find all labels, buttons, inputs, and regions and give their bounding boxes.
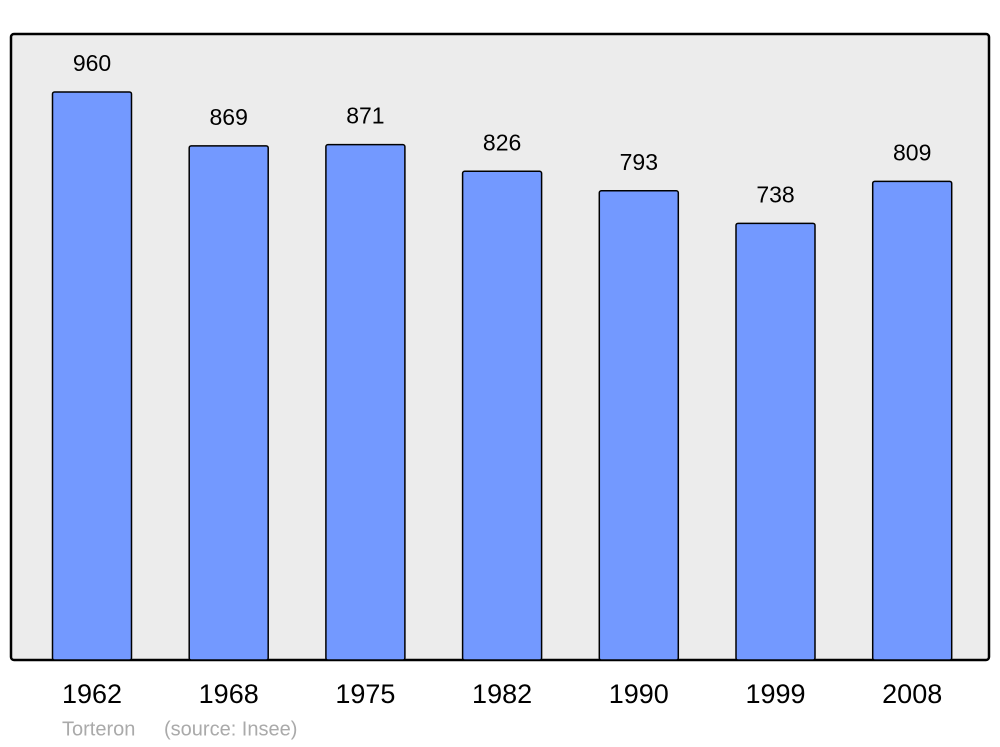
bar <box>51 91 133 661</box>
value-label: 793 <box>620 149 658 175</box>
place-name: Torteron <box>62 718 135 740</box>
x-tick-label: 1968 <box>199 679 259 709</box>
value-label: 826 <box>483 129 521 155</box>
x-tick-label: 1962 <box>62 679 122 709</box>
value-label: 869 <box>210 104 248 130</box>
bar <box>325 143 406 661</box>
bar <box>461 170 543 661</box>
x-tick-label: 1975 <box>335 679 395 709</box>
bar <box>735 222 816 661</box>
value-label: 809 <box>893 139 931 165</box>
bar <box>188 145 269 661</box>
bar <box>871 180 953 661</box>
x-tick-label: 1982 <box>472 679 532 709</box>
value-label: 738 <box>756 181 794 207</box>
value-label: 871 <box>346 103 384 129</box>
bar <box>598 190 680 661</box>
value-label: 960 <box>73 50 111 76</box>
source-note: (source: Insee) <box>164 718 297 740</box>
x-tick-label: 1990 <box>609 679 669 709</box>
x-tick-label: 1999 <box>745 679 805 709</box>
x-tick-label: 2008 <box>882 679 942 709</box>
